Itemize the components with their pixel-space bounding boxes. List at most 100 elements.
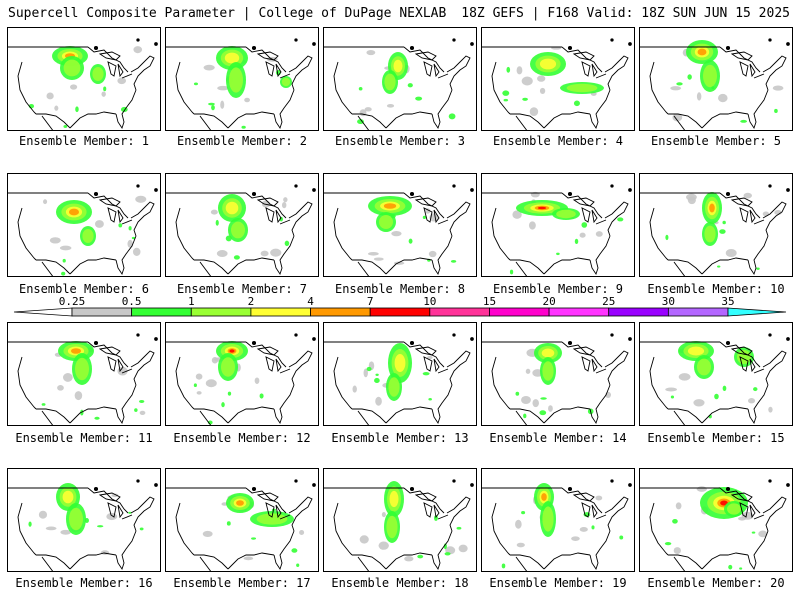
lake-michigan bbox=[739, 61, 749, 77]
border-line bbox=[245, 341, 287, 368]
lake-dot bbox=[251, 340, 257, 346]
field-speck bbox=[296, 563, 300, 567]
field-speck bbox=[751, 531, 756, 534]
member-map-17[interactable] bbox=[165, 468, 319, 572]
member-map-2[interactable] bbox=[165, 27, 319, 131]
field-low-patch bbox=[381, 512, 386, 518]
field-speck bbox=[225, 235, 232, 242]
border-line bbox=[352, 554, 387, 570]
lake-superior bbox=[730, 492, 753, 502]
basemap-outline bbox=[482, 38, 632, 130]
member-map-8[interactable] bbox=[323, 173, 477, 277]
member-map-6[interactable] bbox=[7, 173, 161, 277]
field-low-patch bbox=[725, 248, 737, 258]
border-line bbox=[510, 113, 545, 129]
field-contour bbox=[231, 221, 245, 239]
field-speck bbox=[251, 537, 257, 540]
lake-erie bbox=[279, 219, 291, 225]
coastline bbox=[543, 257, 591, 275]
member-map-20[interactable] bbox=[639, 468, 793, 572]
member-map-14[interactable] bbox=[481, 322, 635, 426]
field-low-patch bbox=[62, 373, 73, 382]
field-low-patch bbox=[205, 379, 217, 388]
coastline bbox=[288, 496, 313, 532]
lake-dot bbox=[768, 479, 772, 483]
coastline bbox=[175, 61, 195, 115]
coastline bbox=[491, 61, 511, 115]
coastline bbox=[673, 410, 686, 425]
member-map-11[interactable] bbox=[7, 322, 161, 426]
lake-huron bbox=[591, 504, 598, 519]
coastline bbox=[701, 552, 749, 570]
field-speck bbox=[357, 119, 364, 125]
lake-dot bbox=[628, 483, 632, 487]
coastline bbox=[227, 406, 275, 424]
field-speck bbox=[415, 96, 423, 101]
field-low-patch bbox=[675, 502, 682, 510]
member-map-10[interactable] bbox=[639, 173, 793, 277]
coastline bbox=[130, 350, 155, 386]
field-low-patch bbox=[270, 248, 282, 257]
field-contour bbox=[229, 67, 243, 93]
field-low-patch bbox=[46, 92, 54, 100]
lake-dot bbox=[154, 337, 158, 341]
coastline bbox=[431, 384, 453, 425]
lake-dot bbox=[610, 184, 614, 188]
member-label-18: Ensemble Member: 18 bbox=[331, 576, 469, 590]
field-low-patch bbox=[111, 493, 119, 498]
lake-huron bbox=[117, 209, 124, 224]
member-label-2: Ensemble Member: 2 bbox=[176, 134, 308, 148]
member-map-4[interactable] bbox=[481, 27, 635, 131]
basemap-outline bbox=[324, 184, 474, 276]
field-low-patch bbox=[696, 92, 702, 101]
member-label-12: Ensemble Member: 12 bbox=[173, 431, 311, 445]
field-low-patch bbox=[595, 495, 603, 501]
lake-superior bbox=[572, 346, 595, 356]
field-low-patch bbox=[772, 85, 784, 91]
coastline bbox=[762, 55, 787, 91]
field-contour bbox=[542, 506, 554, 532]
coastline bbox=[515, 115, 528, 130]
field-low-patch bbox=[579, 232, 586, 238]
member-map-19[interactable] bbox=[481, 468, 635, 572]
field-low-patch bbox=[359, 535, 369, 544]
member-map-9[interactable] bbox=[481, 173, 635, 277]
member-map-15[interactable] bbox=[639, 322, 793, 426]
member-map-16[interactable] bbox=[7, 468, 161, 572]
member-map-13[interactable] bbox=[323, 322, 477, 426]
member-map-18[interactable] bbox=[323, 468, 477, 572]
member-map-1[interactable] bbox=[7, 27, 161, 131]
field-low-patch bbox=[70, 84, 78, 90]
field-speck bbox=[617, 217, 624, 222]
lake-dot bbox=[725, 45, 731, 51]
member-map-5[interactable] bbox=[639, 27, 793, 131]
member-label-1: Ensemble Member: 1 bbox=[18, 134, 150, 148]
field-contour bbox=[737, 350, 751, 364]
lake-dot bbox=[409, 340, 415, 346]
coastline bbox=[747, 384, 769, 425]
coastline bbox=[115, 384, 137, 425]
member-map-12[interactable] bbox=[165, 322, 319, 426]
colorbar-segment bbox=[131, 307, 192, 317]
field-low-patch bbox=[49, 237, 61, 244]
lake-dot bbox=[154, 188, 158, 192]
field-contour bbox=[75, 357, 89, 381]
field-low-patch bbox=[693, 399, 705, 407]
member-map-7[interactable] bbox=[165, 173, 319, 277]
border-line bbox=[561, 341, 603, 368]
field-speck bbox=[374, 377, 380, 384]
lake-huron bbox=[749, 504, 756, 519]
lake-erie bbox=[595, 73, 607, 79]
field-speck bbox=[717, 265, 721, 268]
field-low-patch bbox=[216, 250, 228, 258]
member-map-3[interactable] bbox=[323, 27, 477, 131]
member-svg-16 bbox=[8, 479, 158, 571]
field-contour bbox=[69, 507, 83, 531]
member-label-15: Ensemble Member: 15 bbox=[647, 431, 785, 445]
field-speck bbox=[390, 214, 396, 219]
field-speck bbox=[502, 90, 510, 96]
field-speck bbox=[722, 220, 726, 225]
lake-huron bbox=[433, 358, 440, 373]
coastline bbox=[288, 201, 313, 237]
coastline bbox=[543, 111, 591, 129]
